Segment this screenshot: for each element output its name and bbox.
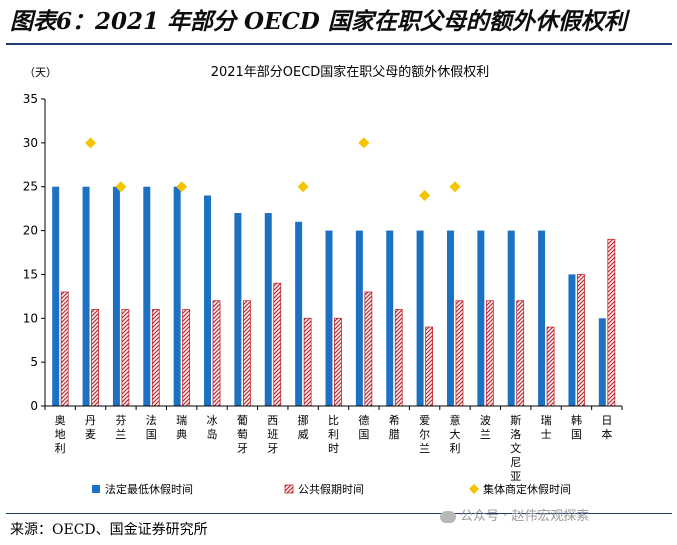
bar-public-holidays [303,317,312,407]
bar-public-holidays [607,238,616,407]
top-divider [6,43,672,45]
x-tick-label: 比利时 [328,414,339,455]
bar-public-holidays [425,326,434,407]
bar-statutory-leave [446,230,454,406]
bar-public-holidays [242,300,251,407]
x-tick-label: 西班牙 [267,414,278,455]
bar-public-holidays [516,300,525,407]
bar-chart: 2021年部分OECD国家在职父母的额外休假权利 （天） 0 5 10 15 20 25 3… [23,64,623,496]
legend-swatch [284,484,294,494]
bar-public-holidays [334,317,342,407]
bar-statutory-leave [416,230,424,406]
bar-statutory-leave [52,186,60,406]
watermark-text: 公众号 · 赵伟宏观探索 [460,509,590,524]
x-tick-label: 芬兰 [115,414,126,441]
x-tick-label: 德国 [358,413,369,441]
bar-statutory-leave [112,186,120,406]
series-collective-markers [85,137,461,201]
x-tick-label: 挪威 [298,413,309,441]
bar-public-holidays [364,291,373,407]
bar-public-holidays [182,309,191,407]
legend-label: 法定最低休假时间 [105,482,193,496]
marker-collective-leave [176,181,188,193]
bar-statutory-leave [355,230,363,406]
bar-public-holidays [60,291,69,407]
bar-statutory-leave [143,186,151,406]
bar-public-holidays [273,282,282,407]
x-tick-label: 斯洛文尼亚 [510,414,521,483]
marker-collective-leave [115,181,127,193]
bar-public-holidays [577,274,585,407]
x-tick-label: 日本 [601,414,612,441]
bar-statutory-leave [295,221,303,406]
legend: 法定最低休假时间 公共假期时间 集体商定休假时间 [92,482,571,496]
x-tick-label: 波兰 [480,414,491,441]
wechat-icon [440,510,456,523]
x-tick-label: 希腊 [389,413,400,441]
bottom-divider [6,513,672,514]
bar-statutory-leave [386,230,394,406]
source-note: 来源：OECD、国金证券研究所 [10,522,208,538]
marker-collective-leave [449,181,461,193]
y-tick-label: 20 [23,224,38,238]
y-tick-label: 25 [23,180,38,194]
x-tick-label: 爱尔兰 [419,414,430,455]
series-public-holiday-bars [60,238,616,407]
watermark: 公众号 · 赵伟宏观探索 [440,505,589,529]
y-tick-label: 10 [23,311,38,325]
bar-public-holidays [485,300,494,407]
legend-swatch [92,485,100,493]
marker-collective-leave [358,137,370,149]
bar-statutory-leave [204,195,212,406]
bar-statutory-leave [264,213,272,406]
bar-public-holidays [121,309,130,407]
bar-statutory-leave [82,186,90,406]
y-tick-label: 5 [30,355,38,369]
marker-collective-leave [85,137,97,149]
x-tick-label: 韩国 [571,413,582,441]
series-statutory-bars [52,186,606,406]
x-tick-label: 葡萄牙 [237,414,248,455]
legend-label: 公共假期时间 [298,482,364,496]
x-tick-label: 瑞典 [176,413,187,441]
y-axis: 0 5 10 15 20 25 30 35 [23,92,46,413]
x-tick-label: 奥地利 [55,413,66,455]
marker-collective-leave [297,181,309,193]
bar-public-holidays [212,300,221,407]
y-tick-label: 35 [23,92,38,106]
bar-statutory-leave [507,230,515,406]
bar-public-holidays [394,309,403,407]
x-tick-label: 瑞士 [541,413,552,441]
bar-statutory-leave [477,230,485,406]
x-tick-label: 意大利 [449,413,460,455]
y-tick-label: 15 [23,267,38,281]
y-tick-label: 0 [30,399,38,413]
bar-public-holidays [546,326,555,407]
y-tick-label: 30 [23,136,38,150]
figure-title: 图表6：2021 年部分 OECD 国家在职父母的额外休假权利 [10,8,627,35]
bar-public-holidays [91,309,99,407]
bar-public-holidays [151,309,160,407]
bar-statutory-leave [598,318,606,406]
x-tick-label: 法国 [146,413,157,441]
y-axis-unit-label: （天） [24,66,57,79]
x-tick-label: 丹麦 [85,414,96,441]
bar-statutory-leave [538,230,546,406]
bar-statutory-leave [325,230,333,406]
chart-title: 2021年部分OECD国家在职父母的额外休假权利 [211,64,490,80]
bar-statutory-leave [568,274,576,406]
legend-swatch [469,484,479,494]
marker-collective-leave [419,189,431,201]
bar-public-holidays [455,300,464,407]
legend-label: 集体商定休假时间 [483,482,571,496]
bar-statutory-leave [173,186,181,406]
bar-statutory-leave [234,213,242,406]
x-tick-label: 冰岛 [207,414,218,441]
